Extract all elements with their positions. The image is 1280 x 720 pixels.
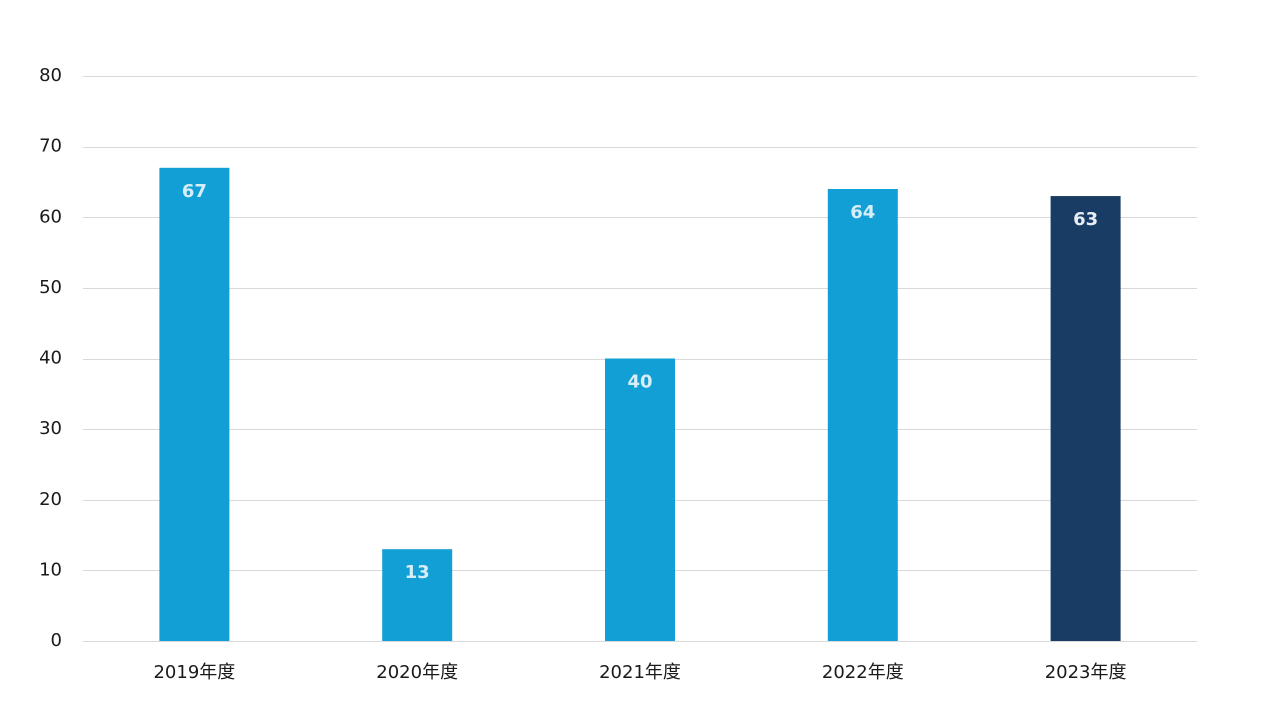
x-tick-label: 2023年度 — [1045, 662, 1127, 683]
bar-2021年度 — [605, 358, 675, 641]
y-tick-label: 30 — [39, 418, 62, 439]
y-tick-label: 60 — [39, 206, 62, 227]
x-tick-label: 2020年度 — [376, 662, 458, 683]
x-tick-label: 2021年度 — [599, 662, 681, 683]
x-axis-tick-labels: 2019年度 2020年度 2021年度 2022年度 2023年度 — [153, 662, 1126, 683]
y-tick-label: 50 — [39, 277, 62, 298]
x-tick-label: 2022年度 — [822, 662, 904, 683]
y-tick-label: 10 — [39, 559, 62, 580]
y-tick-label: 70 — [39, 136, 62, 157]
data-label: 64 — [850, 202, 875, 223]
bar-2019年度 — [159, 167, 230, 641]
data-label: 67 — [182, 181, 207, 202]
data-label: 40 — [627, 372, 652, 393]
data-labels: 67 13 40 64 63 — [182, 181, 1098, 583]
x-tick-label: 2019年度 — [153, 662, 235, 683]
y-tick-label: 20 — [39, 489, 62, 510]
y-tick-label: 0 — [51, 630, 62, 651]
bar-2022年度 — [827, 189, 898, 641]
y-axis-tick-labels: 0 10 20 30 40 50 60 70 80 — [39, 65, 62, 651]
y-tick-label: 40 — [39, 348, 62, 369]
y-tick-label: 80 — [39, 65, 62, 86]
bar-2023年度 — [1050, 196, 1121, 641]
data-label: 13 — [405, 562, 430, 583]
bar-2020年度 — [382, 549, 453, 641]
bars — [159, 167, 1121, 641]
data-label: 63 — [1073, 209, 1098, 230]
